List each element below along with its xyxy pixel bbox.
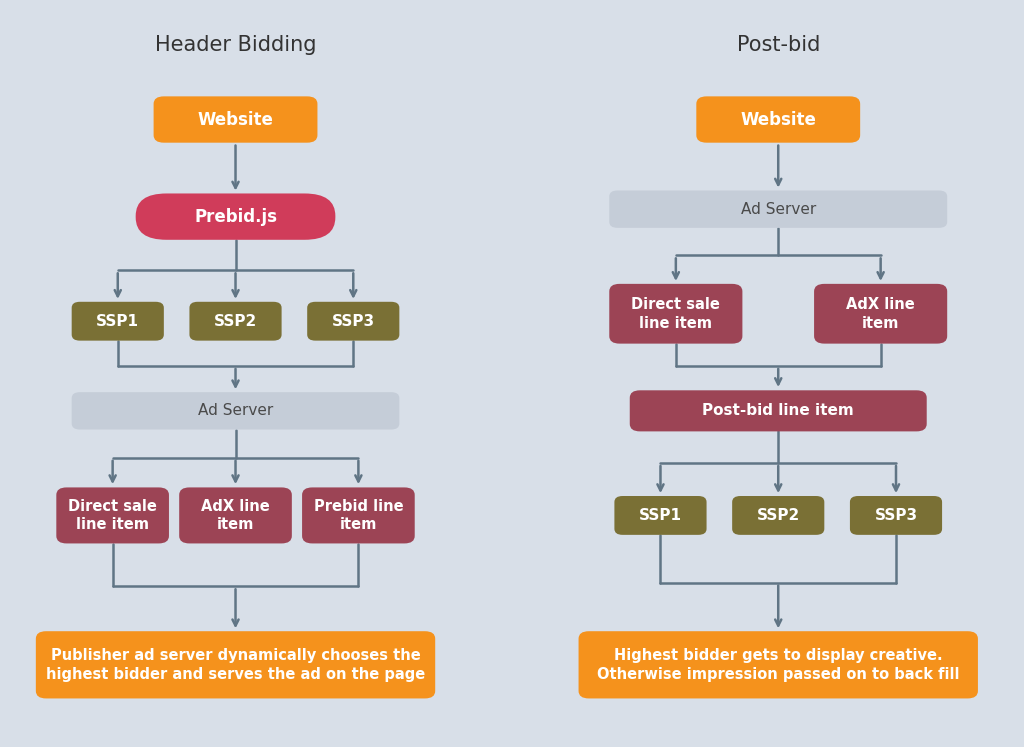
- FancyBboxPatch shape: [135, 193, 336, 240]
- FancyBboxPatch shape: [609, 190, 947, 228]
- Text: Post-bid line item: Post-bid line item: [702, 403, 854, 418]
- FancyBboxPatch shape: [154, 96, 317, 143]
- FancyBboxPatch shape: [579, 631, 978, 698]
- FancyBboxPatch shape: [179, 487, 292, 544]
- FancyBboxPatch shape: [696, 96, 860, 143]
- FancyBboxPatch shape: [307, 302, 399, 341]
- FancyBboxPatch shape: [732, 496, 824, 535]
- Text: SSP3: SSP3: [332, 314, 375, 329]
- Text: Publisher ad server dynamically chooses the
highest bidder and serves the ad on : Publisher ad server dynamically chooses …: [46, 648, 425, 681]
- FancyBboxPatch shape: [189, 302, 282, 341]
- Text: Prebid.js: Prebid.js: [194, 208, 278, 226]
- Text: Direct sale
line item: Direct sale line item: [69, 499, 157, 532]
- FancyBboxPatch shape: [609, 284, 742, 344]
- Text: AdX line
item: AdX line item: [846, 297, 915, 330]
- Text: SSP1: SSP1: [639, 508, 682, 523]
- Text: Prebid line
item: Prebid line item: [313, 499, 403, 532]
- Text: Ad Server: Ad Server: [198, 403, 273, 418]
- Text: SSP3: SSP3: [874, 508, 918, 523]
- FancyBboxPatch shape: [36, 631, 435, 698]
- Text: SSP2: SSP2: [214, 314, 257, 329]
- Text: SSP2: SSP2: [757, 508, 800, 523]
- FancyBboxPatch shape: [56, 487, 169, 544]
- FancyBboxPatch shape: [630, 390, 927, 432]
- FancyBboxPatch shape: [302, 487, 415, 544]
- Text: Direct sale
line item: Direct sale line item: [632, 297, 720, 330]
- Text: Highest bidder gets to display creative.
Otherwise impression passed on to back : Highest bidder gets to display creative.…: [597, 648, 959, 681]
- FancyBboxPatch shape: [72, 392, 399, 430]
- Text: Website: Website: [740, 111, 816, 128]
- FancyBboxPatch shape: [72, 302, 164, 341]
- FancyBboxPatch shape: [850, 496, 942, 535]
- Text: Ad Server: Ad Server: [740, 202, 816, 217]
- FancyBboxPatch shape: [614, 496, 707, 535]
- Text: AdX line
item: AdX line item: [201, 499, 270, 532]
- Text: Header Bidding: Header Bidding: [155, 35, 316, 55]
- Text: Post-bid: Post-bid: [736, 35, 820, 55]
- FancyBboxPatch shape: [814, 284, 947, 344]
- Text: Website: Website: [198, 111, 273, 128]
- Text: SSP1: SSP1: [96, 314, 139, 329]
